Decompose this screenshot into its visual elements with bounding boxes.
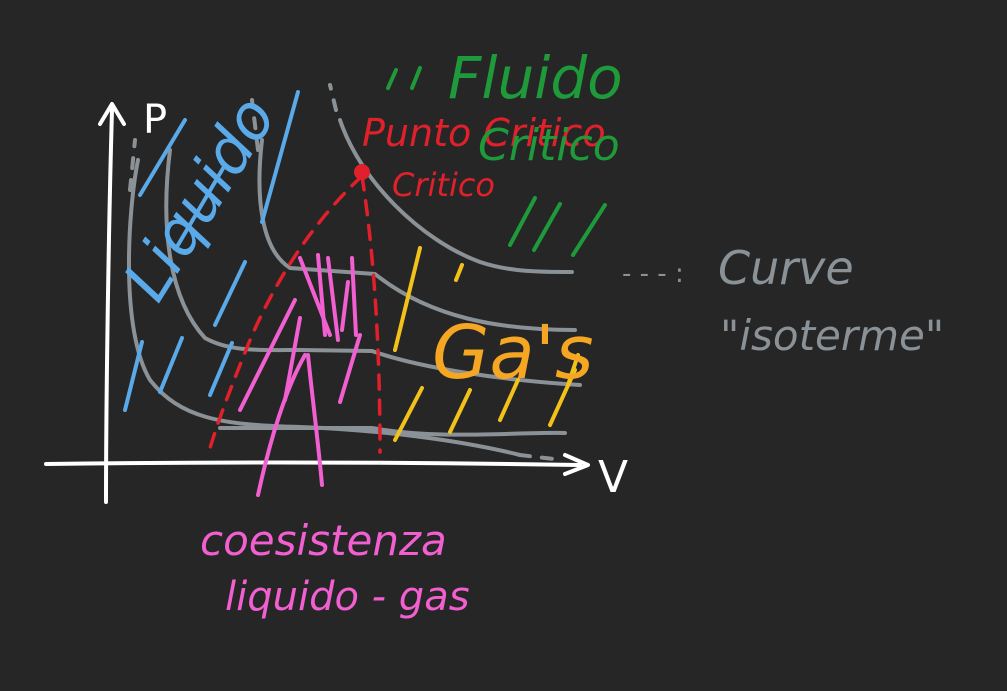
critical-point-marker [354, 164, 370, 180]
p-axis [104, 108, 114, 504]
gas-hatch [393, 246, 580, 442]
isotherm-5 [218, 426, 567, 437]
gas-label: Ga's [432, 310, 594, 396]
fluid-label: Fluido [448, 44, 623, 112]
fluid-region: Fluido Punto Critico Critico [386, 44, 623, 257]
p-axis-label: P [143, 97, 167, 143]
v-axis [44, 460, 582, 467]
isotherm-3 [257, 138, 577, 332]
liquid-region-hatch [123, 90, 300, 412]
axes: P V [44, 97, 628, 504]
coexistence-label-line2: liquido - gas [225, 574, 470, 620]
critical-dashed-vertical [360, 174, 382, 454]
v-axis-label: V [598, 452, 628, 503]
critico-green-label: Critico [478, 120, 620, 171]
liquid-label: Liquido [109, 84, 290, 313]
coexistence-region: coesistenza liquido - gas [200, 253, 470, 620]
isotherm-2 [164, 148, 582, 387]
legend-dashes: - - - : [622, 259, 684, 289]
coexistence-hatch [238, 253, 362, 497]
critical-region: Punto Critico Critico [206, 111, 606, 457]
critical-point-title: Punto Critico [362, 111, 606, 155]
coexistence-arrow-right [306, 353, 324, 487]
fluid-hatch [386, 66, 607, 257]
gas-region: Ga's [393, 246, 594, 442]
isotherm-1 [127, 158, 522, 457]
coexistence-label-line1: coesistenza [200, 516, 447, 565]
legend-label-line2: "isoterme" [720, 311, 944, 360]
coexistence-arrow-left [256, 353, 307, 497]
critical-dashed-coexistence-boundary [206, 174, 364, 457]
p-axis-arrowhead [98, 102, 126, 126]
critical-point-marker-label: Critico [392, 166, 495, 204]
isotherm-dashed-extensions [128, 83, 564, 462]
isotherm-legend: - - - : Curve "isoterme" [622, 241, 944, 360]
v-axis-arrowhead [563, 453, 590, 476]
legend-label-line1: Curve [718, 241, 854, 295]
